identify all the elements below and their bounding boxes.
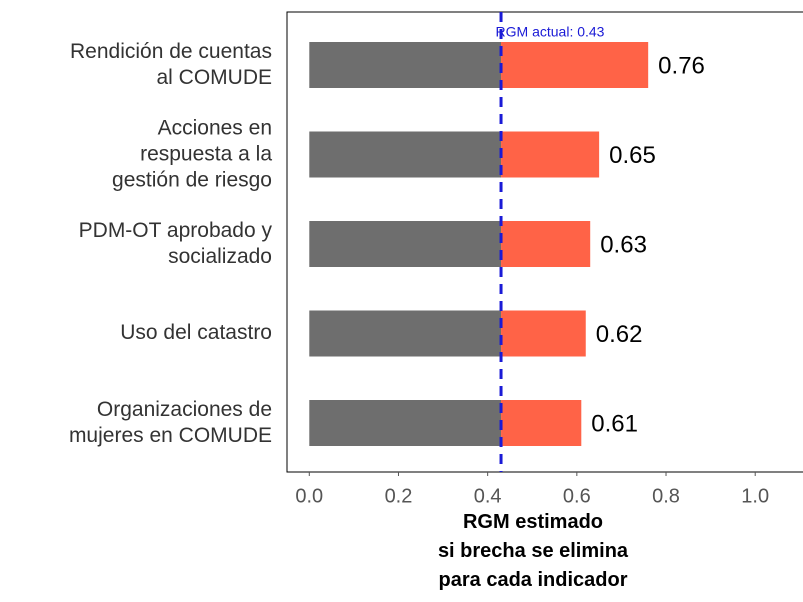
bar — [501, 400, 582, 446]
plot-panel — [286, 11, 803, 473]
x-tick-label: 0.0 — [295, 485, 323, 507]
x-tick-label: 1.0 — [741, 485, 769, 507]
x-tick-label: 0.8 — [652, 485, 680, 507]
bar — [501, 310, 586, 357]
x-tick-label: 0.4 — [474, 485, 502, 507]
x-tick-label: 0.2 — [385, 485, 413, 507]
x-axis-title: RGM estimado si brecha se elimina para cad… — [438, 511, 629, 591]
y-tick-label: PDM-OT aprobado y socializado — [79, 219, 273, 268]
value-label: 0.76 — [658, 52, 705, 79]
y-tick-label: Acciones en respuesta a la gestión de ries… — [112, 116, 272, 191]
y-tick-label: Rendición de cuentas al COMUDE — [70, 40, 272, 89]
bar — [501, 131, 600, 178]
reference-bar — [309, 221, 502, 267]
bar — [501, 42, 649, 88]
value-label: 0.63 — [600, 231, 647, 258]
y-tick-label: Organizaciones de mujeres en COMUDE — [69, 398, 272, 447]
value-label: 0.62 — [596, 321, 643, 348]
reference-annotation: RGM actual: 0.43 — [496, 24, 605, 40]
value-label: 0.65 — [609, 142, 656, 169]
bar — [501, 221, 591, 267]
x-tick-label: 0.6 — [563, 485, 591, 507]
y-tick-label: Uso del catastro — [120, 321, 272, 344]
reference-bar — [309, 42, 502, 88]
reference-bar — [309, 400, 502, 446]
reference-bar — [309, 310, 502, 357]
value-label: 0.61 — [591, 410, 638, 437]
reference-bar — [309, 131, 502, 178]
